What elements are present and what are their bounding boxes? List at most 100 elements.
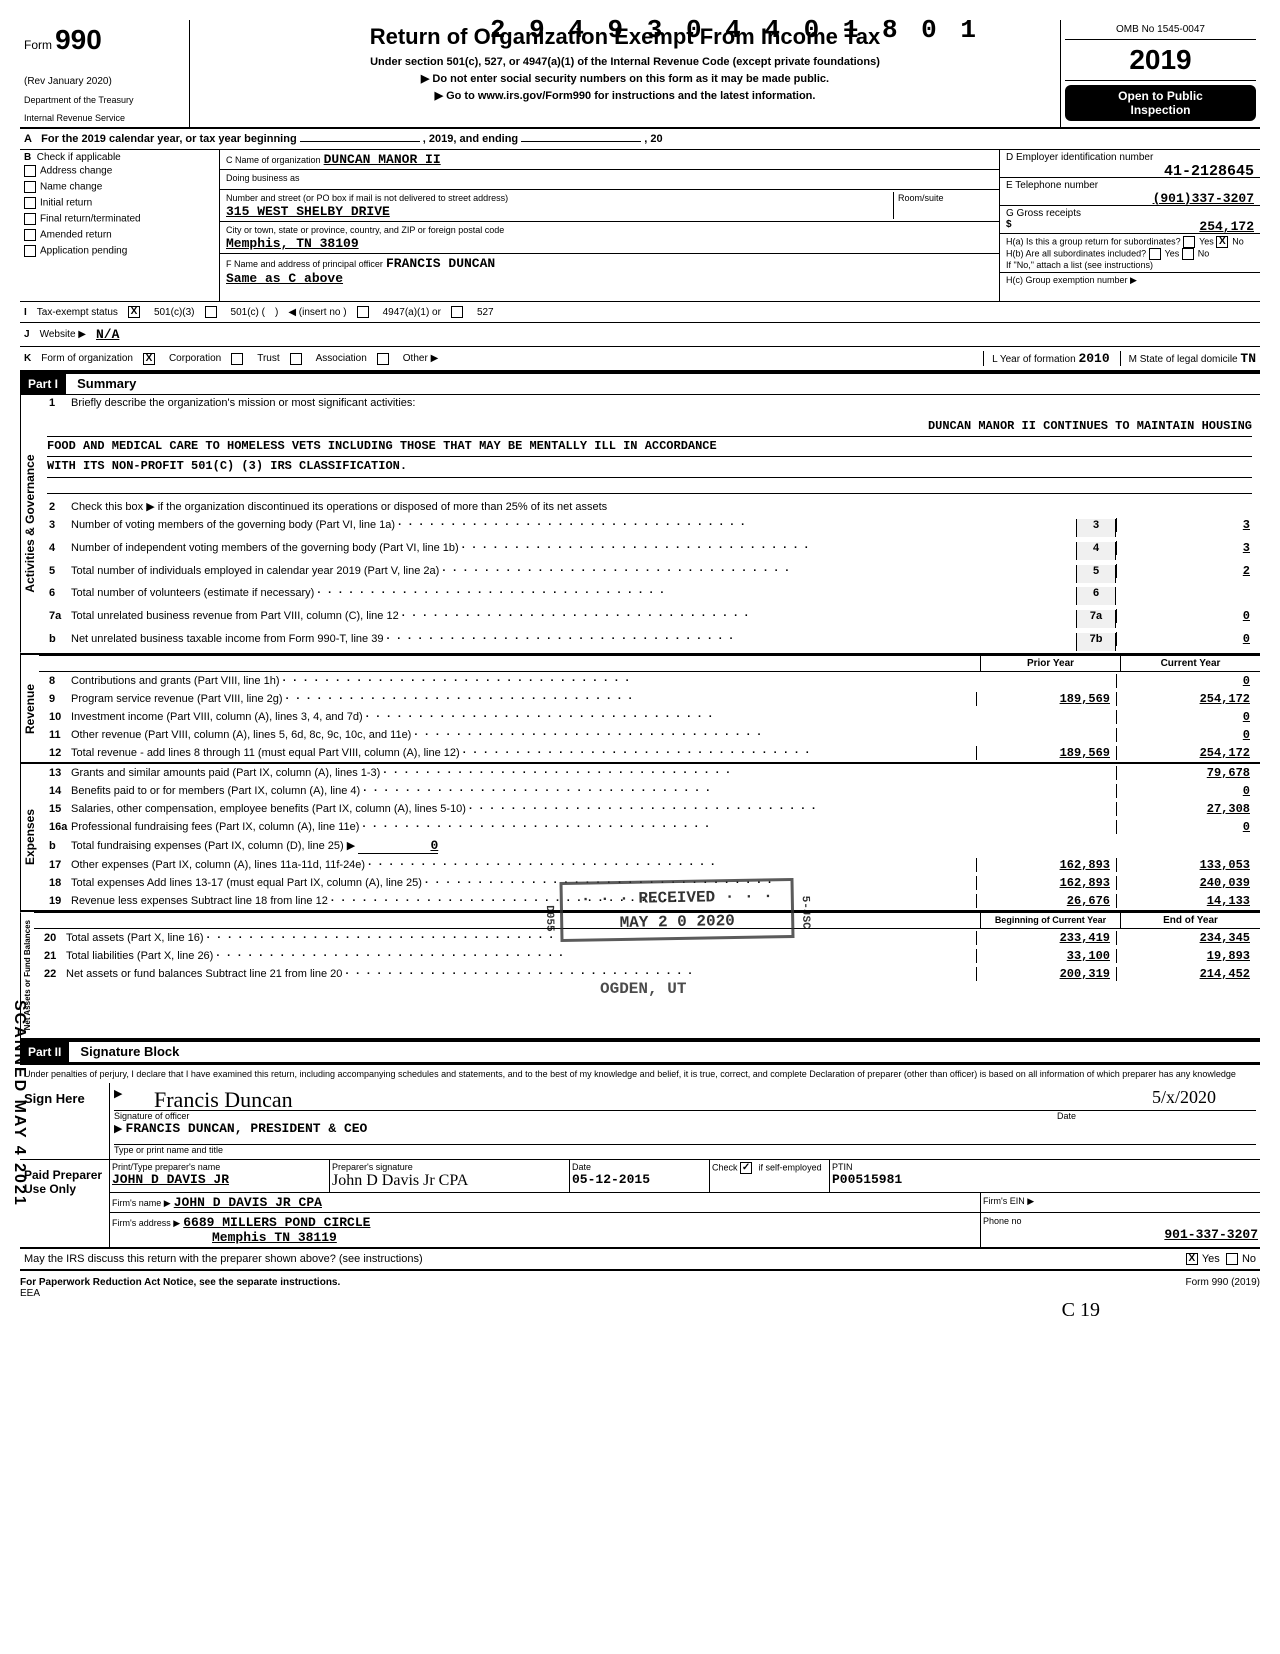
- prep-date-value: 05-12-2015: [572, 1172, 650, 1187]
- org-name-value: DUNCAN MANOR II: [324, 152, 441, 167]
- checkbox-501c3[interactable]: X: [128, 306, 140, 318]
- discuss-no-checkbox[interactable]: [1226, 1253, 1238, 1265]
- year-begin-blank[interactable]: [300, 141, 420, 142]
- ha-no-checkbox[interactable]: X: [1216, 236, 1228, 248]
- room-label: Room/suite: [898, 193, 944, 203]
- side-label-activities: Activities & Governance: [20, 395, 39, 653]
- 4947-label: 4947(a)(1) or: [383, 307, 441, 318]
- form-subtitle: Under section 501(c), 527, or 4947(a)(1)…: [194, 56, 1056, 68]
- line18-prior: 162,893: [976, 876, 1116, 890]
- year-end-blank[interactable]: [521, 141, 641, 142]
- prep-name-label: Print/Type preparer's name: [112, 1162, 327, 1172]
- hb-no-checkbox[interactable]: [1182, 248, 1194, 260]
- checkbox-corporation[interactable]: X: [143, 353, 155, 365]
- part-1-header-row: Part I Summary: [20, 372, 1260, 395]
- received-text: · · · RECEIVED · · ·: [581, 887, 773, 908]
- discuss-yes-checkbox[interactable]: X: [1186, 1253, 1198, 1265]
- open-to-public-badge: Open to Public Inspection: [1065, 85, 1256, 121]
- prep-signature: John D Davis Jr CPA: [332, 1172, 468, 1189]
- checkbox-address-change[interactable]: [24, 165, 36, 177]
- label-a: A: [24, 133, 32, 145]
- line21-end: 19,893: [1116, 949, 1256, 963]
- officer-name: FRANCIS DUNCAN: [386, 256, 495, 271]
- officer-row: F Name and address of principal officer …: [220, 254, 999, 288]
- checkbox-final-return[interactable]: [24, 213, 36, 225]
- part-1-title: Summary: [69, 376, 136, 391]
- checkbox-trust[interactable]: [231, 353, 243, 365]
- checkbox-527[interactable]: [451, 306, 463, 318]
- ha-yes-checkbox[interactable]: [1183, 236, 1195, 248]
- end-year-header: End of Year: [1120, 913, 1260, 928]
- section-bcd: B Check if applicable Address change Nam…: [20, 150, 1260, 302]
- city-value: Memphis, TN 38109: [226, 236, 359, 251]
- line15-text: Salaries, other compensation, employee b…: [71, 803, 466, 815]
- line16b-text: Total fundraising expenses (Part IX, col…: [71, 840, 355, 852]
- org-name-label: C Name of organization: [226, 155, 321, 165]
- street-row: Number and street (or PO box if mail is …: [220, 190, 999, 222]
- checkbox-application-pending[interactable]: [24, 245, 36, 257]
- line19-prior: 26,676: [976, 894, 1116, 908]
- checkbox-other[interactable]: [377, 353, 389, 365]
- line8-current: 0: [1116, 674, 1256, 688]
- group-return-box: H(a) Is this a group return for subordin…: [1000, 234, 1260, 273]
- line22-begin: 200,319: [976, 967, 1116, 981]
- cb-name-change-label: Name change: [40, 182, 102, 193]
- dba-row: Doing business as: [220, 170, 999, 190]
- column-b: B Check if applicable Address change Nam…: [20, 150, 220, 301]
- checkbox-association[interactable]: [290, 353, 302, 365]
- website-value: N/A: [96, 327, 119, 342]
- open-public-1: Open to Public: [1118, 89, 1203, 103]
- dept-treasury: Department of the Treasury: [24, 95, 185, 105]
- checkbox-amended-return[interactable]: [24, 229, 36, 241]
- cb-initial-return-label: Initial return: [40, 198, 92, 209]
- state-domicile-label: M State of legal domicile: [1129, 354, 1238, 365]
- side-label-revenue: Revenue: [20, 655, 39, 762]
- name-title-line: ▶ FRANCIS DUNCAN, PRESIDENT & CEO: [114, 1121, 1256, 1145]
- checkbox-501c[interactable]: [205, 306, 217, 318]
- line7b-text: Net unrelated business taxable income fr…: [71, 633, 383, 645]
- ogden-stamp: OGDEN, UT: [600, 980, 686, 998]
- part-1-badge: Part I: [20, 374, 66, 394]
- check-label: Check: [712, 1162, 738, 1172]
- mission-line-3: WITH ITS NON-PROFIT 501(C) (3) IRS CLASS…: [47, 457, 1252, 477]
- officer-label: F Name and address of principal officer: [226, 259, 383, 269]
- cb-address-change-label: Address change: [40, 166, 112, 177]
- line9-prior: 189,569: [976, 692, 1116, 706]
- telephone-box: E Telephone number (901)337-3207: [1000, 178, 1260, 206]
- date-sublabel: Date: [1057, 1111, 1076, 1121]
- received-date: MAY 2 0 2020: [581, 911, 773, 932]
- begin-year-header: Beginning of Current Year: [980, 913, 1120, 928]
- prep-sig-label: Preparer's signature: [332, 1162, 567, 1172]
- officer-signature-line[interactable]: ▶ Francis Duncan 5/x/2020: [114, 1087, 1256, 1111]
- tax-status-label: Tax-exempt status: [37, 307, 118, 318]
- check-if-applicable: Check if applicable: [37, 152, 121, 163]
- hb-yes-checkbox[interactable]: [1149, 248, 1161, 260]
- yes-label: Yes: [1202, 1253, 1220, 1265]
- line17-current: 133,053: [1116, 858, 1256, 872]
- ptin-value: P00515981: [832, 1172, 902, 1187]
- line5-value: 2: [1116, 564, 1256, 578]
- self-employed-checkbox[interactable]: ✓: [740, 1162, 752, 1174]
- checkbox-initial-return[interactable]: [24, 197, 36, 209]
- cb-final-return-label: Final return/terminated: [40, 214, 141, 225]
- firm-ein-label: Firm's EIN ▶: [983, 1196, 1034, 1206]
- line10-current: 0: [1116, 710, 1256, 724]
- ptin-label: PTIN: [832, 1162, 1258, 1172]
- line17-text: Other expenses (Part IX, column (A), lin…: [71, 859, 365, 871]
- 527-label: 527: [477, 307, 494, 318]
- line16a-current: 0: [1116, 820, 1256, 834]
- open-public-2: Inspection: [1130, 103, 1190, 117]
- discuss-row: May the IRS discuss this return with the…: [20, 1248, 1260, 1271]
- checkbox-name-change[interactable]: [24, 181, 36, 193]
- no-label: No: [1242, 1253, 1256, 1265]
- self-employed-label: if self-employed: [759, 1162, 822, 1172]
- org-name-row: C Name of organization DUNCAN MANOR II: [220, 150, 999, 170]
- insert-no: ◀ (insert no ): [288, 307, 346, 318]
- line15-current: 27,308: [1116, 802, 1256, 816]
- revenue-section: Revenue Prior YearCurrent Year 8Contribu…: [20, 655, 1260, 764]
- checkbox-4947[interactable]: [357, 306, 369, 318]
- firm-addr-2: Memphis TN 38119: [212, 1230, 337, 1245]
- row-k-form-org: K Form of organization X Corporation Tru…: [20, 347, 1260, 372]
- line12-current: 254,172: [1116, 746, 1256, 760]
- line7a-text: Total unrelated business revenue from Pa…: [71, 610, 399, 622]
